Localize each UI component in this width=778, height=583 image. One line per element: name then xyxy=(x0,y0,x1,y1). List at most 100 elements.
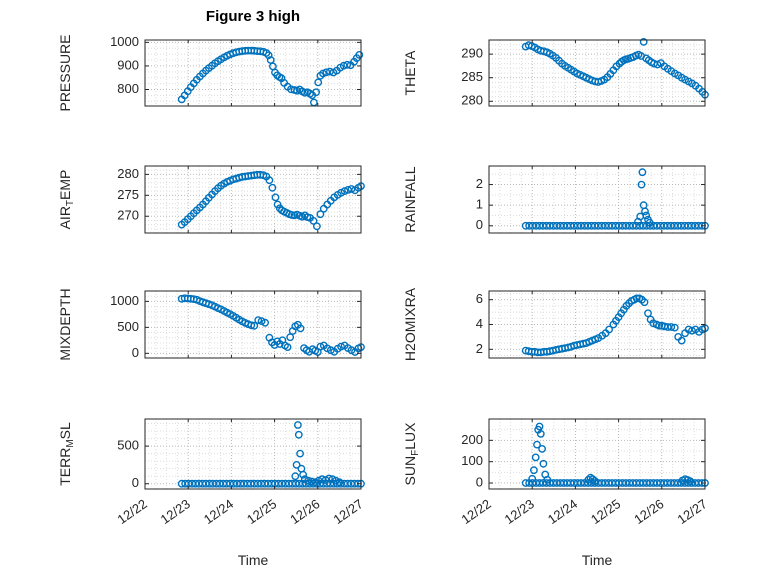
data-point xyxy=(644,309,652,318)
data-point xyxy=(314,78,323,87)
chart-air-temp: 270 275 280 AIRTEMP xyxy=(57,165,365,234)
data-point xyxy=(645,218,654,227)
ylabel-theta: THETA xyxy=(402,50,418,96)
y-tick-label: 275 xyxy=(117,187,139,202)
data-point xyxy=(262,49,271,57)
data-point xyxy=(312,88,320,97)
data-point xyxy=(265,176,274,185)
x-tick-label: 12/23 xyxy=(502,496,537,527)
ylabel-mixdepth: MIXDEPTH xyxy=(57,288,73,360)
data-point xyxy=(688,326,696,335)
data-point xyxy=(264,51,273,60)
data-point xyxy=(286,333,295,342)
data-point xyxy=(316,342,325,351)
data-point xyxy=(335,478,344,487)
figure-title: Figure 3 high xyxy=(205,8,301,25)
data-point xyxy=(639,38,648,46)
x-tick-label: 12/22 xyxy=(114,496,149,527)
data-point xyxy=(271,193,280,202)
data-point xyxy=(677,336,686,345)
data-point xyxy=(283,343,292,351)
data-point xyxy=(535,422,544,431)
data-point xyxy=(261,318,269,327)
y-tick-label: 1 xyxy=(476,197,483,212)
data-point xyxy=(319,69,327,78)
y-tick-label: 0 xyxy=(476,474,483,489)
data-point xyxy=(533,440,541,449)
data-point xyxy=(539,459,548,468)
y-tick-label: 285 xyxy=(461,69,483,84)
x-tick-label: 12/25 xyxy=(244,496,279,527)
y-tick-label: 500 xyxy=(117,319,139,334)
chart-mixdepth: 0 500 1000 MIXDEPTH xyxy=(57,288,365,361)
data-point xyxy=(605,325,613,334)
data-point xyxy=(588,475,597,484)
data-point xyxy=(590,476,599,485)
data-point xyxy=(304,476,313,485)
chart-rainfall: 0 1 2 RAINFALL xyxy=(402,165,709,234)
data-point xyxy=(254,316,263,324)
data-point xyxy=(638,168,647,177)
data-point xyxy=(268,183,277,192)
y-tick-label: 200 xyxy=(461,432,483,447)
x-tick-label: 12/26 xyxy=(287,496,322,527)
axes-box xyxy=(144,418,362,490)
data-point xyxy=(528,474,537,483)
ylabel-h2omixra: H2OMIXRA xyxy=(402,287,418,361)
xlabel-left: Time xyxy=(237,552,269,568)
ylabel-air-temp: AIRTEMP xyxy=(57,170,76,230)
chart-theta: 280 285 290 THETA xyxy=(402,38,709,108)
ylabel-pressure: PRESSURE xyxy=(57,34,73,111)
y-tick-label: 6 xyxy=(476,291,483,306)
x-tick-label: 12/27 xyxy=(674,496,709,527)
y-tick-label: 290 xyxy=(461,46,483,61)
y-tick-label: 4 xyxy=(476,316,483,331)
y-tick-label: 800 xyxy=(117,81,139,96)
data-point xyxy=(250,321,259,330)
data-point xyxy=(337,342,345,351)
ylabel-rainfall: RAINFALL xyxy=(402,166,418,232)
y-tick-label: 100 xyxy=(461,453,483,468)
axes-box xyxy=(144,165,362,234)
data-point xyxy=(319,204,328,213)
y-tick-label: 500 xyxy=(117,438,139,453)
y-tick-label: 1000 xyxy=(110,293,139,308)
data-point xyxy=(641,207,649,216)
data-point xyxy=(293,421,302,429)
data-point xyxy=(536,429,545,438)
data-point xyxy=(538,444,546,453)
y-tick-label: 0 xyxy=(476,217,483,232)
data-point xyxy=(655,321,664,330)
xlabel-right: Time xyxy=(581,552,613,568)
data-point xyxy=(325,474,333,483)
chart-h2omixra: 2 4 6 H2OMIXRA xyxy=(402,287,709,361)
data-point xyxy=(296,449,304,458)
x-tick-label: 12/24 xyxy=(545,496,580,527)
data-point xyxy=(340,187,349,196)
data-point xyxy=(637,180,646,189)
y-tick-label: 2 xyxy=(476,341,483,356)
data-point xyxy=(667,323,676,331)
y-tick-label: 270 xyxy=(117,208,139,223)
x-tick-label: 12/22 xyxy=(458,496,493,527)
data-point xyxy=(355,51,364,59)
data-point xyxy=(530,466,538,475)
data-point xyxy=(294,430,303,439)
y-tick-label: 1000 xyxy=(110,34,139,49)
axes-box xyxy=(488,165,706,234)
axes-box xyxy=(144,290,362,359)
data-point xyxy=(640,298,649,307)
data-point xyxy=(299,470,307,479)
data-point xyxy=(686,477,695,486)
x-tick-label: 12/23 xyxy=(158,496,193,527)
data-point xyxy=(316,210,325,219)
ylabel-sun-flux: SUNFLUX xyxy=(402,422,421,486)
ylabel-terr-msl: TERRMSL xyxy=(57,422,76,486)
x-tick-label: 12/25 xyxy=(588,496,623,527)
data-point xyxy=(312,222,321,231)
data-point xyxy=(296,324,305,333)
y-tick-label: 900 xyxy=(117,57,139,72)
data-point xyxy=(594,334,603,342)
